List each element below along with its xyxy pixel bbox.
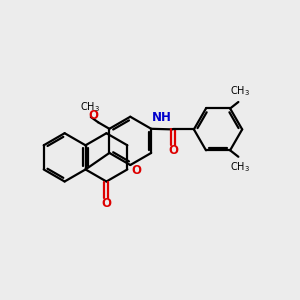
Text: O: O [88,109,98,122]
Text: O: O [131,164,142,177]
Text: CH$_3$: CH$_3$ [230,84,250,98]
Text: CH$_3$: CH$_3$ [230,160,250,174]
Text: O: O [101,197,111,210]
Text: CH$_3$: CH$_3$ [80,100,100,114]
Text: O: O [168,144,178,157]
Text: NH: NH [152,111,172,124]
